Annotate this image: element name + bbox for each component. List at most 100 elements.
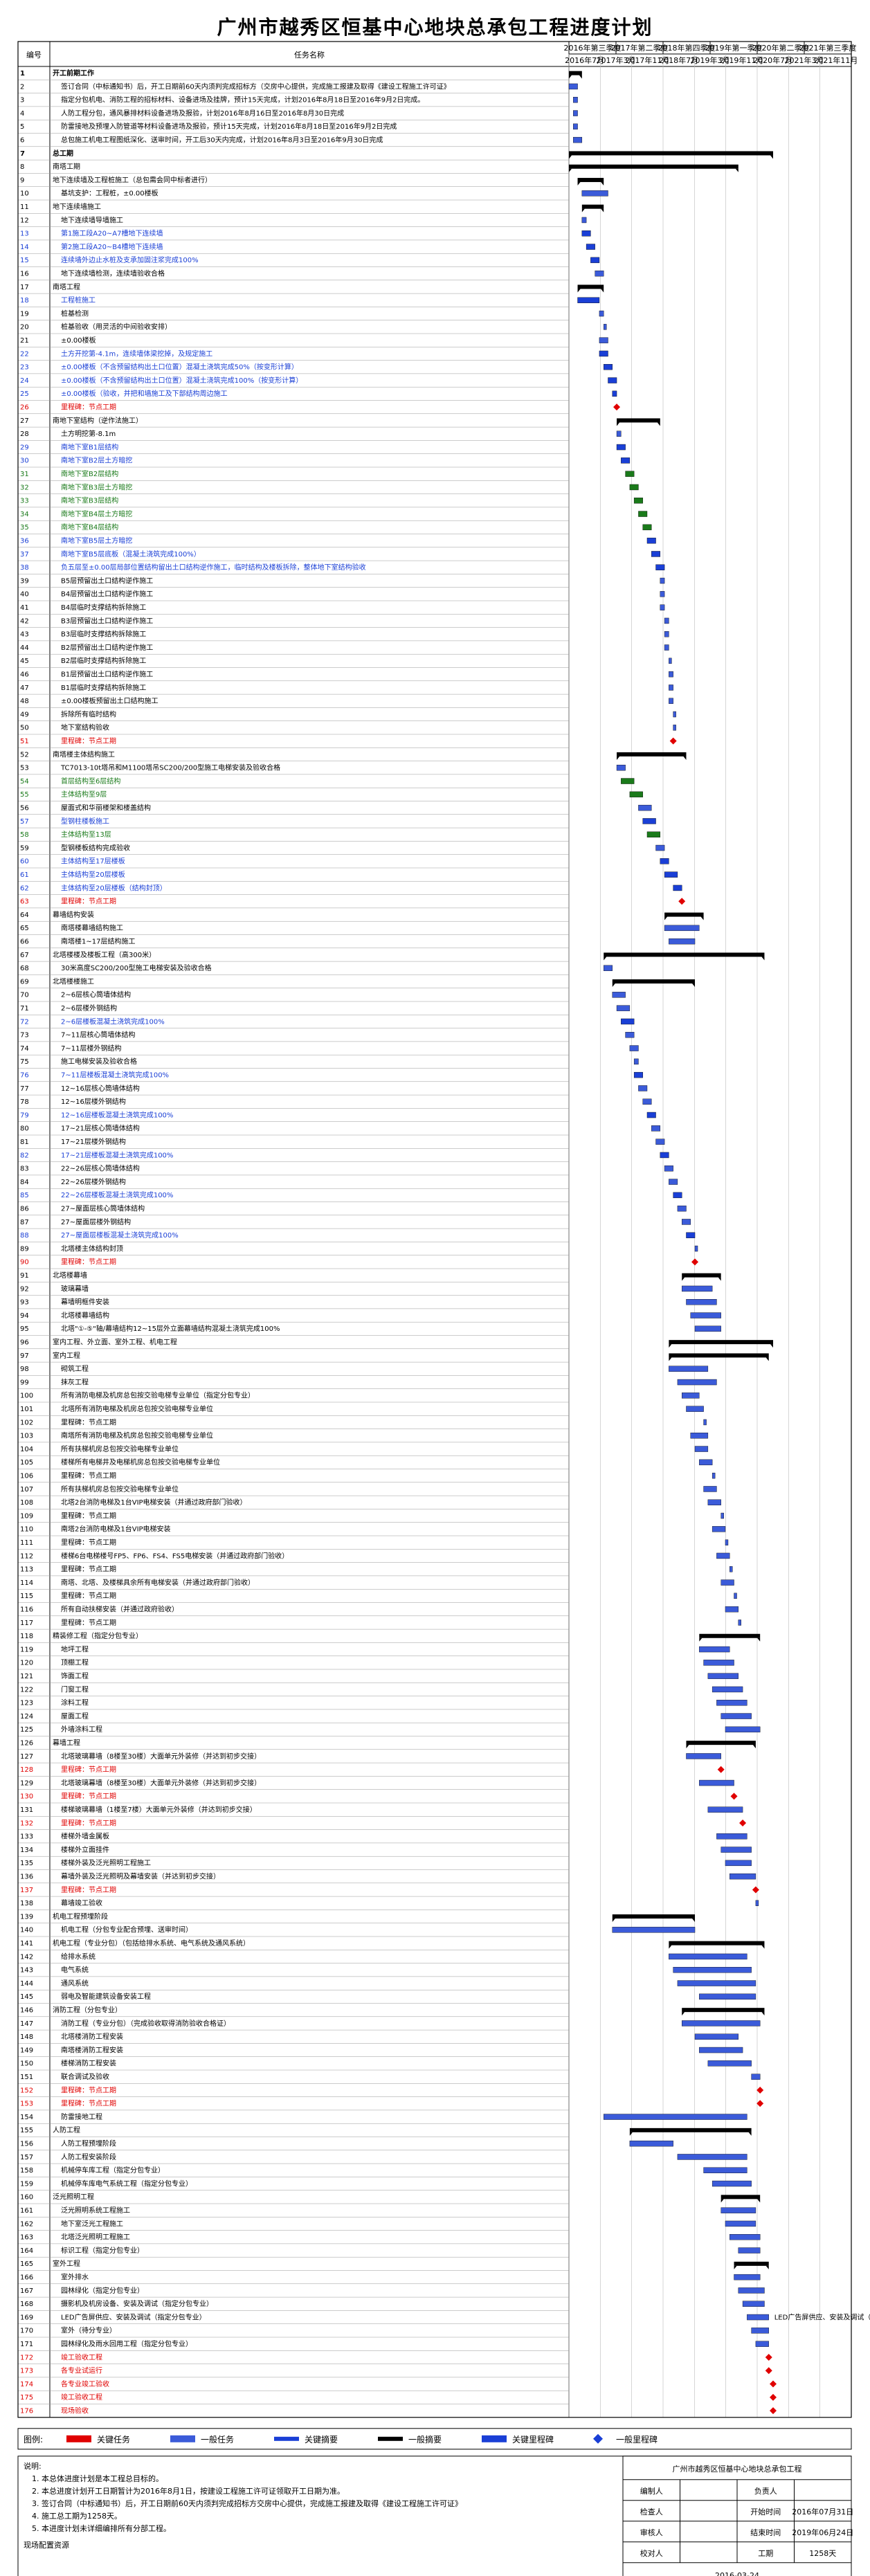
task-bar [747, 2314, 769, 2321]
task-name: 工程桩施工 [61, 296, 96, 305]
task-bar [590, 257, 600, 264]
task-bar [690, 1433, 709, 1439]
summary-bar-end [686, 1745, 689, 1749]
task-name: 园林绿化及雨水回用工程（指定分包专业） [61, 2339, 192, 2348]
task-name: 现场验收 [61, 2406, 89, 2415]
task-bar [721, 1847, 752, 1853]
task-number: 123 [20, 1700, 33, 1707]
task-number: 111 [20, 1539, 33, 1547]
task-bar [725, 1726, 761, 1733]
task-bar [751, 2328, 769, 2334]
task-bar [712, 1526, 726, 1532]
task-name: 南塔工期 [53, 162, 80, 171]
task-bar [604, 364, 613, 370]
summary-bar-end [765, 2265, 769, 2269]
task-bar [664, 631, 669, 637]
summary-bar-end [692, 1919, 696, 1923]
task-name: 里程碑：节点工期 [61, 2099, 116, 2108]
summary-bar-end [612, 1919, 615, 1923]
task-name: 南塔2台消防电梯及1台VIP电梯安装 [61, 1525, 171, 1534]
task-number: 93 [20, 1299, 29, 1307]
summary-bar-end [612, 983, 615, 988]
task-number: 112 [20, 1552, 33, 1560]
notes-line: 4. 施工总工期为1258天。 [32, 2511, 122, 2521]
task-name: 消防工程（专业分包）（完成验收取得消防验收合格证） [61, 2019, 230, 2028]
task-bar [669, 1953, 747, 1960]
task-name: 第2施工段A20~B4槽地下连续墙 [61, 242, 163, 251]
task-name: 机电工程（分包专业配合预埋、送审时间） [61, 1925, 192, 1934]
summary-bar [612, 1914, 696, 1919]
task-name: 抹灰工程 [61, 1377, 89, 1386]
task-name: 首层结构至6层结构 [61, 777, 120, 786]
task-name: 北塔"①-⑤"轴/幕墙结构12~15层外立面幕墙结构混凝土浇筑完成100% [61, 1324, 280, 1333]
task-name: ±0.00楼板 [61, 336, 96, 345]
task-number: 149 [20, 2047, 33, 2054]
task-name: 南地下室B2层结构 [61, 469, 118, 478]
task-name: 园林绿化（指定分包专业） [61, 2286, 144, 2295]
task-number: 73 [20, 1032, 29, 1040]
task-bar [673, 885, 682, 891]
task-number: 161 [20, 2207, 33, 2215]
task-number: 79 [20, 1112, 29, 1119]
task-number: 168 [20, 2301, 33, 2308]
task-number: 33 [20, 498, 29, 505]
task-name: 12~16层楼外钢结构 [61, 1097, 126, 1106]
task-number: 34 [20, 511, 29, 518]
task-bar [664, 617, 669, 624]
task-number: 152 [20, 2087, 33, 2094]
task-name: 所有消防电梯及机房总包按交验电梯专业单位（指定分包专业） [61, 1391, 255, 1400]
task-number: 144 [20, 1980, 33, 1988]
task-bar [599, 350, 608, 357]
task-bar [616, 444, 626, 451]
task-number: 158 [20, 2167, 33, 2175]
summary-bar [669, 1353, 769, 1358]
task-bar [642, 818, 656, 824]
task-number: 59 [20, 844, 29, 852]
task-number: 14 [20, 244, 29, 251]
task-bar [655, 1139, 665, 1145]
task-name: 里程碑：节点工期 [61, 2085, 116, 2094]
summary-bar [721, 2195, 761, 2199]
summary-bar-end [734, 2265, 737, 2269]
summary-bar [577, 178, 604, 183]
task-bar [621, 457, 631, 464]
task-number: 150 [20, 2060, 33, 2068]
task-number: 23 [20, 364, 29, 372]
task-number: 66 [20, 938, 29, 946]
summary-bar-end [765, 1357, 769, 1361]
summary-bar [569, 151, 774, 156]
task-name: 南塔所有消防电梯及机房总包按交验电梯专业单位 [61, 1431, 213, 1440]
task-number: 17 [20, 284, 29, 291]
task-name: 屋面工程 [61, 1712, 89, 1721]
task-bar [638, 1085, 648, 1091]
task-bar [686, 1406, 704, 1412]
task-bar [694, 1325, 721, 1332]
task-bar [660, 591, 665, 597]
summary-bar-end [664, 916, 668, 920]
task-name: 地下连续墙导墙施工 [61, 215, 123, 224]
summary-bar [604, 952, 765, 957]
task-number: 121 [20, 1673, 33, 1680]
task-number: 107 [20, 1486, 33, 1494]
task-number: 128 [20, 1766, 33, 1774]
summary-bar-end [682, 1277, 685, 1281]
task-number: 2 [20, 83, 24, 91]
task-number: 163 [20, 2234, 33, 2242]
task-bar [686, 1232, 696, 1238]
task-number: 35 [20, 524, 29, 532]
task-name: 幕墙结构安装 [53, 910, 94, 919]
task-name: 室内工程、外立面、室外工程、机电工程 [53, 1338, 177, 1347]
task-bar [599, 310, 604, 317]
task-name: 顶棚工程 [61, 1658, 89, 1667]
period-label: 2017年第二季度 [611, 43, 669, 53]
task-number: 18 [20, 297, 29, 305]
task-bar [633, 1071, 643, 1078]
task-number: 97 [20, 1352, 29, 1360]
task-number: 46 [20, 671, 29, 679]
summary-bar-end [604, 956, 607, 961]
task-number: 176 [20, 2408, 33, 2415]
task-bar [646, 831, 661, 837]
milestone-diamond [756, 2100, 764, 2107]
task-number: 86 [20, 1206, 29, 1213]
summary-bar-end [601, 208, 604, 212]
